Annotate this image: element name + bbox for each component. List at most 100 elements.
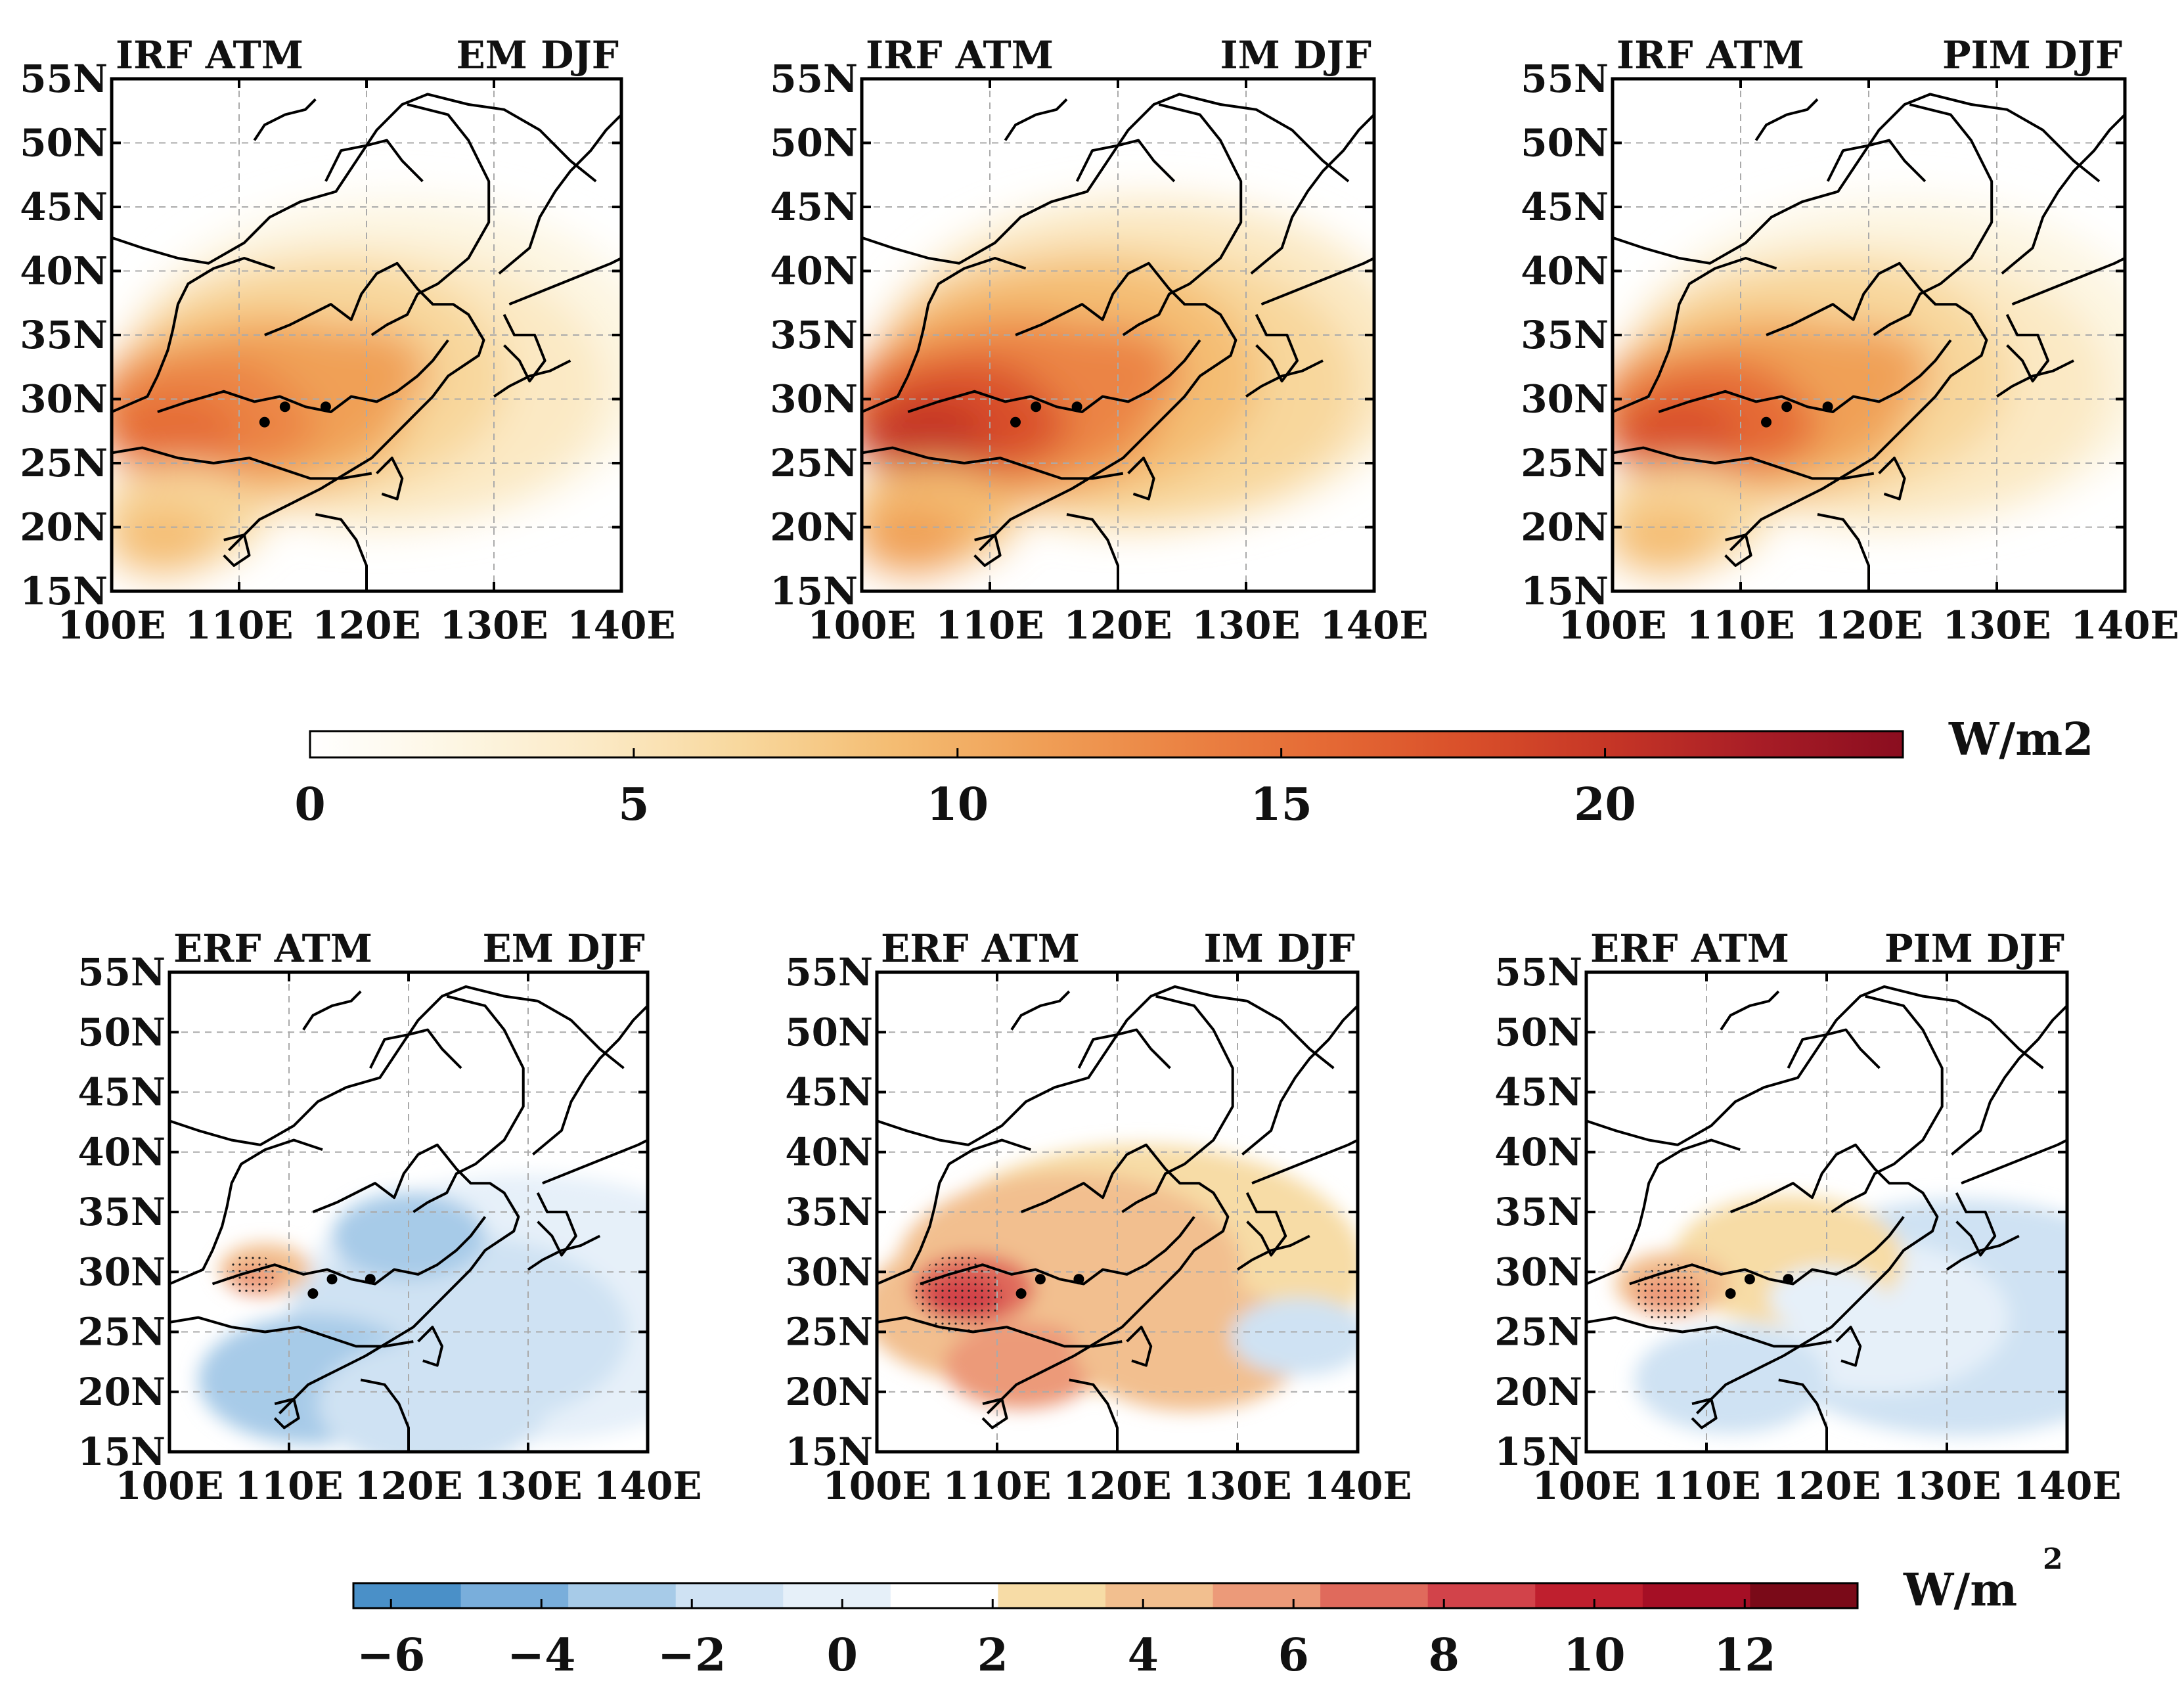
coastline-path	[498, 114, 621, 275]
city-marker	[1031, 401, 1042, 413]
colorbar-tick-label: −6	[357, 1629, 425, 1682]
coastline-path	[1069, 1378, 1119, 1452]
lon-tick-label: 100E	[115, 1464, 223, 1508]
coastline-path	[981, 1397, 1008, 1429]
coastline-path	[2011, 257, 2125, 306]
colorbar-segment	[1642, 1583, 1751, 1608]
field-contour	[1034, 325, 1182, 416]
panel-title-right: PIM DJF	[1884, 926, 2064, 971]
lat-tick-label: 55N	[1521, 56, 1609, 101]
lat-tick-label: 25N	[1521, 441, 1609, 485]
coastline-path	[1613, 257, 1777, 413]
coastline-path	[1873, 103, 1994, 336]
colorbar-top: 0 5 10 15 20 W/m2	[294, 713, 2093, 831]
coastline-path	[1586, 1316, 1832, 1348]
city-marker	[1035, 1274, 1046, 1285]
colorbar-tick-label: 0	[294, 778, 325, 831]
coastline-path	[253, 98, 317, 141]
colorbar-frame	[352, 1582, 1859, 1609]
coastline-path	[1831, 995, 1944, 1213]
lat-tick-label: 45N	[1494, 1070, 1582, 1115]
colorbar-unit-superscript: 2	[2043, 1542, 2063, 1576]
city-marker	[1822, 401, 1833, 413]
lat-tick-label: 40N	[20, 249, 108, 294]
coastlines	[877, 985, 1358, 1452]
lat-tick-label: 30N	[770, 377, 858, 422]
coastline-path	[502, 313, 546, 383]
lat-tick-label: 40N	[785, 1130, 873, 1175]
lat-tick-label: 35N	[785, 1190, 873, 1234]
lon-tick-label: 100E	[57, 603, 166, 648]
lon-tick-label: 130E	[474, 1464, 582, 1508]
colorbar-unit: W/m	[1903, 1564, 2017, 1617]
colorbar-tick-label: 0	[827, 1629, 858, 1682]
panel-title-left: IRF ATM	[116, 33, 303, 78]
colorbar-gradient	[310, 731, 1903, 757]
field-contour	[1230, 1297, 1358, 1376]
coastline-path	[907, 339, 1201, 413]
colorbar-segment	[568, 1583, 677, 1608]
significance-stipple	[915, 1254, 1002, 1333]
colorbar-tick-label: −4	[507, 1629, 575, 1682]
coastline-path	[532, 1004, 648, 1156]
colorbar-tick-label: 12	[1714, 1629, 1776, 1682]
coastline-path	[1724, 533, 1752, 567]
field-contour	[862, 506, 969, 574]
lon-tick-label: 100E	[822, 1464, 931, 1508]
coastline-path	[315, 513, 368, 591]
city-marker	[1783, 1274, 1794, 1285]
lat-tick-label: 15N	[20, 569, 108, 614]
city-marker	[1761, 416, 1772, 428]
coastline-path	[273, 1397, 300, 1429]
colorbar-segment	[460, 1583, 569, 1608]
coastlines	[862, 93, 1374, 591]
lon-tick-label: 100E	[807, 603, 916, 648]
lon-tick-label: 140E	[593, 1464, 702, 1508]
coastline-path	[169, 1316, 414, 1348]
city-marker	[1744, 1274, 1755, 1285]
coastline-path	[169, 1138, 323, 1286]
field-contour	[317, 1339, 548, 1452]
lat-tick-label: 25N	[20, 441, 108, 485]
colorbar-segment	[998, 1583, 1106, 1608]
coastline-path	[1075, 139, 1176, 183]
coastline-path	[1586, 1138, 1741, 1286]
colorbar-segment	[1535, 1583, 1643, 1608]
lon-tick-label: 110E	[185, 603, 293, 648]
colorbar-frame	[309, 730, 1904, 759]
lat-tick-label: 40N	[1521, 249, 1609, 294]
coastline-path	[493, 359, 571, 398]
lat-tick-label: 50N	[20, 121, 108, 166]
city-marker	[1071, 401, 1082, 413]
coastline-path	[877, 1316, 1123, 1348]
coastline-path	[862, 257, 1027, 413]
lat-tick-label: 20N	[785, 1370, 873, 1414]
lon-tick-label: 110E	[234, 1464, 343, 1508]
map-panel: ERF ATM IM DJF 55N 50N 45N 40N 35N 30N 25N 20N 15N…	[785, 926, 1412, 1508]
coastline-path	[1010, 990, 1071, 1031]
coastline-path	[1951, 1004, 2067, 1156]
lon-tick-label: 120E	[1814, 603, 1923, 648]
panel-title-right: IM DJF	[1220, 33, 1371, 78]
lat-tick-label: 40N	[1494, 1130, 1582, 1175]
field-contour	[862, 397, 988, 478]
coastline-path	[1787, 1028, 1881, 1069]
lon-tick-label: 130E	[439, 603, 548, 648]
coastline-path	[2001, 114, 2125, 275]
colorbar-segment	[1320, 1583, 1429, 1608]
lat-tick-label: 30N	[1521, 377, 1609, 422]
panel-title-right: IM DJF	[1204, 926, 1355, 971]
field-layer	[112, 79, 621, 591]
city-marker	[1073, 1274, 1084, 1285]
lat-tick-label: 30N	[78, 1249, 166, 1294]
coastline-path	[862, 446, 1124, 480]
coastline-path	[324, 139, 424, 183]
field-contour	[944, 1322, 1098, 1409]
colorbar-segment	[353, 1583, 462, 1608]
coastline-path	[973, 533, 1002, 567]
lat-tick-label: 50N	[78, 1010, 166, 1054]
coastline-path	[1878, 457, 1906, 501]
lat-tick-label: 25N	[770, 441, 858, 485]
field-contour	[282, 325, 430, 416]
lat-tick-label: 15N	[1521, 569, 1609, 614]
